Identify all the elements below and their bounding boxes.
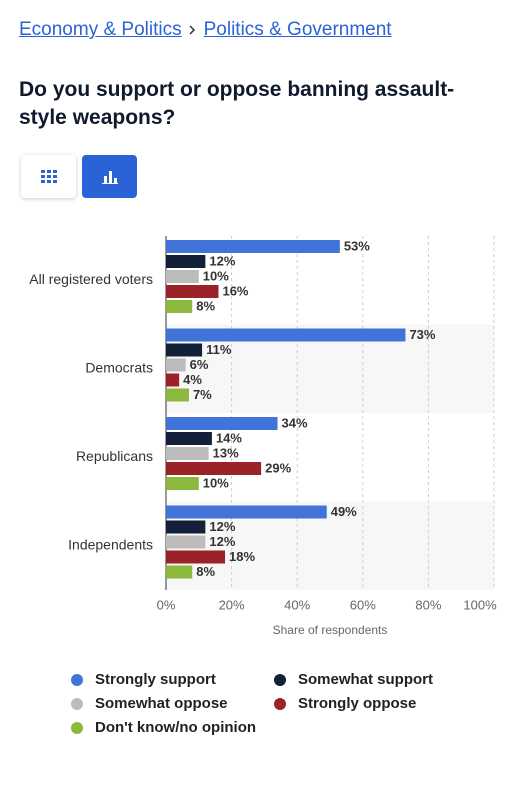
breadcrumb-link[interactable]: Economy & Politics — [19, 19, 182, 40]
legend-marker — [71, 674, 83, 686]
value-label: 73% — [409, 327, 435, 342]
bar — [166, 505, 327, 519]
value-label: 53% — [344, 238, 370, 253]
legend-marker — [274, 674, 286, 686]
value-label: 6% — [190, 357, 209, 372]
legend-marker — [71, 698, 83, 710]
category-label: Independents — [68, 536, 153, 552]
breadcrumb-link[interactable]: Politics & Government — [203, 19, 392, 40]
separator — [189, 25, 195, 35]
legend-label: Strongly support — [95, 671, 216, 688]
bar — [166, 535, 206, 549]
chart-view-button[interactable] — [82, 155, 137, 198]
legend-label: Somewhat support — [298, 671, 433, 688]
x-tick-label: 80% — [415, 597, 441, 612]
table-view-button[interactable] — [21, 155, 76, 198]
x-axis-label: Share of respondents — [273, 623, 388, 637]
bar — [166, 358, 186, 372]
chart-title: Do you support or oppose banning assault… — [19, 78, 455, 129]
bar — [166, 328, 406, 342]
bar — [166, 285, 219, 298]
value-label: 18% — [229, 549, 255, 564]
value-label: 34% — [282, 415, 308, 430]
bar — [166, 550, 226, 564]
bar — [166, 388, 189, 402]
bar — [166, 417, 278, 430]
bar — [166, 520, 206, 534]
category-label: All registered voters — [29, 271, 153, 287]
legend-marker — [274, 698, 286, 710]
bar — [166, 240, 340, 253]
category-label: Democrats — [85, 359, 153, 375]
x-tick-label: 40% — [284, 597, 310, 612]
bar — [166, 462, 262, 475]
value-label: 12% — [209, 534, 235, 549]
legend-label: Strongly oppose — [298, 695, 416, 712]
bar — [166, 343, 203, 357]
chart-icon — [101, 170, 118, 184]
value-label: 8% — [196, 564, 215, 579]
value-label: 12% — [209, 519, 235, 534]
legend-label: Somewhat oppose — [95, 695, 228, 712]
bar — [166, 300, 193, 313]
bar — [166, 447, 209, 460]
bar — [166, 432, 212, 445]
breadcrumb: Economy & Politics Politics & Government — [19, 19, 392, 41]
value-label: 13% — [213, 445, 239, 460]
value-label: 49% — [331, 504, 357, 519]
value-label: 12% — [209, 253, 235, 268]
bar — [166, 373, 180, 387]
bar — [166, 255, 206, 268]
value-label: 7% — [193, 387, 212, 402]
value-label: 10% — [203, 475, 229, 490]
x-tick-label: 100% — [463, 597, 497, 612]
x-tick-label: 20% — [219, 597, 245, 612]
value-label: 16% — [222, 283, 248, 298]
bar — [166, 270, 199, 283]
x-tick-label: 0% — [157, 597, 176, 612]
value-label: 8% — [196, 298, 215, 313]
category-label: Republicans — [76, 448, 153, 464]
table-icon — [40, 169, 57, 183]
legend-label: Don't know/no opinion — [95, 719, 256, 736]
value-label: 10% — [203, 268, 229, 283]
x-tick-label: 60% — [350, 597, 376, 612]
bar — [166, 477, 199, 490]
value-label: 4% — [183, 372, 202, 387]
bar — [166, 565, 193, 579]
value-label: 29% — [265, 460, 291, 475]
legend-marker — [71, 722, 83, 734]
value-label: 14% — [216, 430, 242, 445]
value-label: 11% — [206, 342, 232, 357]
